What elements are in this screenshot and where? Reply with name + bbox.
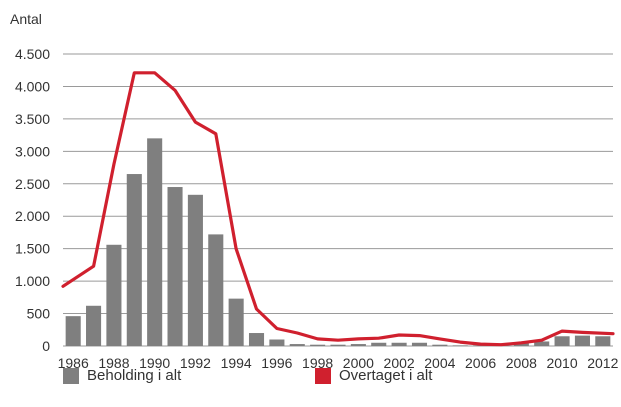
x-tick-label: 2006 (465, 355, 496, 370)
x-tick-label: 1988 (98, 355, 129, 370)
legend-label-bars: Beholding i alt (87, 367, 182, 384)
legend-swatch-bars (63, 367, 79, 384)
y-tick-label: 2.000 (15, 208, 50, 224)
bar (147, 138, 163, 346)
bar (330, 344, 346, 346)
x-tick-label: 1986 (58, 355, 89, 370)
bar (208, 234, 224, 346)
bar (432, 344, 448, 346)
y-tick-label: 0 (42, 338, 50, 354)
bar (310, 344, 326, 346)
legend-label-line: Overtaget i alt (339, 367, 433, 384)
x-tick-label: 2002 (384, 355, 415, 370)
x-axis-ticks: 1986 1988 1990 1992 1994 1996 1998 2000 2002 2004… (58, 355, 619, 370)
y-tick-label: 4.500 (15, 46, 50, 62)
bar (391, 342, 407, 346)
bar (411, 342, 428, 346)
legend-swatch-line (315, 367, 331, 384)
bar (534, 341, 550, 346)
bar (452, 345, 468, 346)
bar (106, 244, 122, 346)
chart: Antal 0 500 1.000 1.500 2.000 2.500 3.000 3.500… (10, 11, 619, 370)
x-tick-label: 2008 (506, 355, 537, 370)
x-tick-label: 2010 (546, 355, 577, 370)
bar (574, 335, 590, 346)
bar (269, 339, 285, 346)
x-tick-label: 1992 (180, 355, 211, 370)
bar (65, 316, 81, 346)
y-tick-label: 1.500 (15, 241, 50, 257)
bar (167, 187, 183, 346)
bar (187, 194, 203, 346)
series-line (61, 71, 615, 347)
bar (248, 333, 265, 346)
bar (595, 336, 611, 346)
x-tick-label: 2012 (587, 355, 618, 370)
line-series (61, 71, 615, 347)
y-tick-label: 500 (27, 306, 51, 322)
legend-item-line: Overtaget i alt (315, 367, 432, 384)
legend-item-bars: Beholding i alt (63, 367, 181, 384)
bar (126, 174, 142, 346)
y-tick-label: 4.000 (15, 78, 50, 94)
bar (350, 344, 366, 346)
x-tick-label: 1996 (261, 355, 292, 370)
y-tick-label: 2.500 (15, 176, 50, 192)
y-tick-label: 3.500 (15, 111, 50, 127)
bar-series (65, 138, 611, 346)
grid (63, 53, 613, 347)
y-tick-label: 1.000 (15, 273, 50, 289)
y-axis-ticks: 0 500 1.000 1.500 2.000 2.500 3.000 3.500 4.000 4… (15, 46, 50, 354)
x-tick-label: 1990 (139, 355, 170, 370)
bar (371, 342, 387, 346)
x-tick-label: 2004 (424, 355, 455, 370)
x-tick-label: 1994 (221, 355, 252, 370)
bar (228, 298, 244, 346)
y-tick-label: 3.000 (15, 143, 50, 159)
y-axis-title: Antal (10, 11, 42, 27)
x-tick-label: 2000 (343, 355, 374, 370)
bar (554, 336, 570, 346)
bar (86, 305, 102, 346)
bar (289, 344, 305, 346)
x-tick-label: 1998 (302, 355, 333, 370)
legend: Beholding i alt Overtaget i alt (0, 367, 621, 407)
